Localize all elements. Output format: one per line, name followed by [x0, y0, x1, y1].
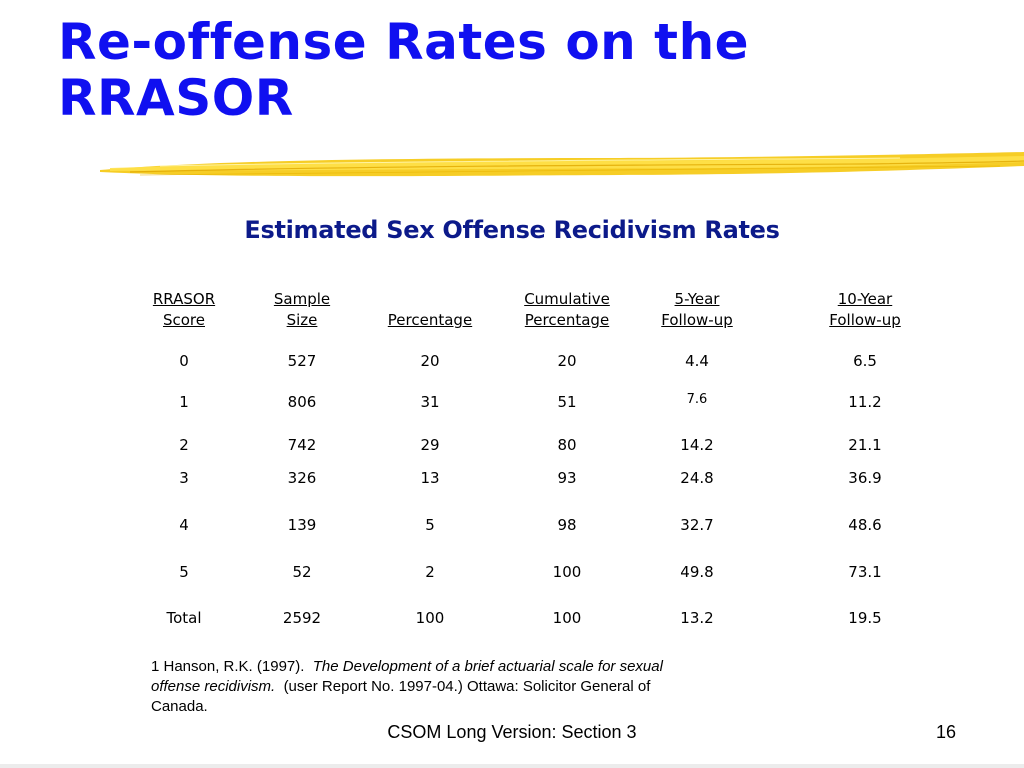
bottom-band: [0, 764, 1024, 768]
table-cell-five-year: 49.8: [680, 563, 714, 581]
slide-title: Re-offense Rates on the RRASOR: [58, 14, 958, 126]
table-cell-ten-year: 6.5: [853, 352, 877, 370]
table-cell-cumulative-percentage: 51: [557, 393, 577, 411]
table-cell-five-year: 14.2: [680, 436, 714, 454]
table-cell-sample-size: 806: [287, 393, 317, 411]
table-cell-cumulative-percentage: 100: [552, 609, 582, 627]
table-cell-ten-year: 21.1: [848, 436, 882, 454]
table-cell-score: 4: [179, 516, 189, 534]
table-cell-score: 5: [179, 563, 189, 581]
column-header-sample-size-line2: Size: [286, 311, 318, 329]
table-cell-score: 3: [179, 469, 189, 487]
table-cell-percentage: 2: [425, 563, 435, 581]
table-cell-sample-size: 52: [292, 563, 312, 581]
table-cell-ten-year: 48.6: [848, 516, 882, 534]
slide-title-line1: Re-offense Rates on the: [58, 13, 750, 71]
table-cell-percentage: 100: [415, 609, 445, 627]
column-header-ten-year-line1: 10-Year: [837, 290, 893, 308]
column-header-score-line1: RRASOR: [152, 290, 216, 308]
table-cell-score: Total: [166, 609, 202, 627]
table-cell-cumulative-percentage: 80: [557, 436, 577, 454]
footnote-suffix: (user Report No. 1997-04.) Ottawa: Solic…: [151, 678, 651, 715]
table-cell-score: 0: [179, 352, 189, 370]
table-cell-cumulative-percentage: 20: [557, 352, 577, 370]
table-cell-five-year: 24.8: [680, 469, 714, 487]
table-cell-percentage: 20: [420, 352, 440, 370]
slide-title-line2: RRASOR: [58, 69, 294, 127]
table-cell-five-year: 4.4: [685, 352, 709, 370]
column-header-score-line2: Score: [162, 311, 205, 329]
page-number: 16: [935, 722, 956, 742]
table-cell-percentage: 31: [420, 393, 440, 411]
table-cell-sample-size: 2592: [282, 609, 322, 627]
column-header-cumulative-percentage-line2: Percentage: [524, 311, 610, 329]
table-cell-cumulative-percentage: 98: [557, 516, 577, 534]
table-cell-percentage: 29: [420, 436, 440, 454]
table-cell-five-year: 7.6: [686, 392, 708, 407]
table-cell-sample-size: 139: [287, 516, 317, 534]
footer-section-label: CSOM Long Version: Section 3: [387, 722, 637, 742]
column-header-ten-year-line2: Follow-up: [829, 311, 901, 329]
table-cell-five-year: 13.2: [680, 609, 714, 627]
footnote-title: The Development of a brief actuarial sca…: [151, 658, 663, 695]
table-cell-ten-year: 19.5: [848, 609, 882, 627]
yellow-brush-underline: [100, 152, 1024, 177]
column-header-cumulative-percentage-line1: Cumulative: [524, 290, 610, 308]
table-heading: Estimated Sex Offense Recidivism Rates: [244, 216, 780, 244]
table-cell-sample-size: 326: [287, 469, 317, 487]
table-cell-score: 2: [179, 436, 189, 454]
column-header-five-year-line1: 5-Year: [674, 290, 720, 308]
column-header-sample-size-line1: Sample: [273, 290, 331, 308]
table-cell-score: 1: [179, 393, 189, 411]
footnote-prefix: 1 Hanson, R.K. (1997).: [151, 658, 305, 675]
table-cell-ten-year: 73.1: [848, 563, 882, 581]
table-cell-ten-year: 36.9: [848, 469, 882, 487]
table-cell-cumulative-percentage: 93: [557, 469, 577, 487]
table-cell-cumulative-percentage: 100: [552, 563, 582, 581]
table-cell-ten-year: 11.2: [848, 393, 882, 411]
table-cell-percentage: 13: [420, 469, 440, 487]
column-header-five-year-line2: Follow-up: [661, 311, 733, 329]
table-cell-sample-size: 527: [287, 352, 317, 370]
column-header-percentage-line2: Percentage: [387, 311, 473, 329]
table-cell-sample-size: 742: [287, 436, 317, 454]
table-cell-five-year: 32.7: [680, 516, 714, 534]
footnote: 1 Hanson, R.K. (1997). The Development o…: [151, 657, 711, 717]
table-cell-percentage: 5: [425, 516, 435, 534]
